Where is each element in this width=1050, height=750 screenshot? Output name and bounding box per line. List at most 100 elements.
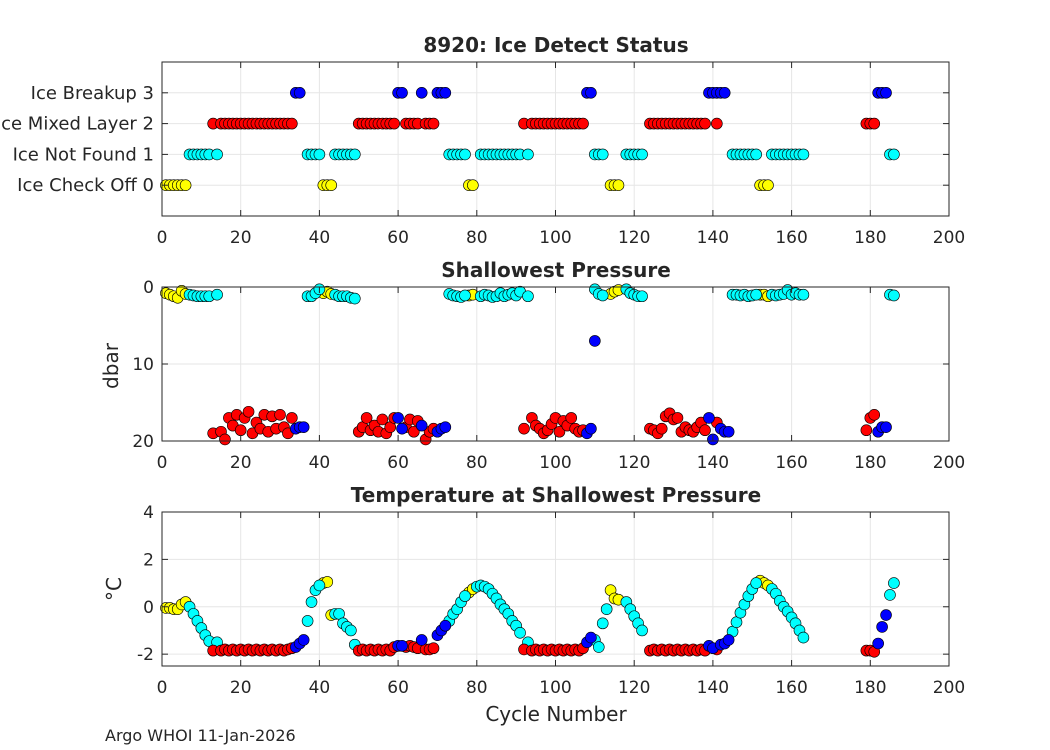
ice-status-title: 8920: Ice Detect Status [423,33,688,57]
data-point [522,290,534,303]
data-point [722,425,735,438]
x-tick-label: 100 [539,453,571,473]
data-point [876,621,888,633]
x-tick-label: 20 [230,228,252,248]
data-point [274,409,286,421]
y-tick-label: 0 [143,598,154,618]
data-point [439,421,452,433]
data-point [305,596,318,608]
x-tick-label: 160 [775,678,807,698]
data-point [553,425,566,438]
ice-status-panel: 8920: Ice Detect Status 0 20 40 60 80 100 120 1… [0,33,965,248]
status-point [313,148,326,161]
y-tick-label: 20 [132,432,154,452]
status-point [286,117,298,130]
data-point [585,422,597,435]
data-point [589,335,601,347]
data-point [703,412,715,424]
x-tick-label: 80 [466,453,488,473]
pressure-ylabel: dbar [99,342,123,389]
y-tick-label: 0 [143,278,154,298]
status-point [325,179,338,191]
markers-0 [160,87,900,191]
data-point [313,579,326,592]
status-point [293,87,306,99]
shallowest-pressure-panel: Shallowest Pressure dbar 0 20 40 60 80 100 120… [99,258,965,473]
data-point [596,289,609,302]
status-point [636,148,648,161]
data-point [860,424,873,437]
status-point [349,148,361,161]
data-point [888,577,900,589]
x-tick-label: 140 [697,453,729,473]
data-point [345,624,357,637]
data-point [242,405,255,418]
temperature-title: Temperature at Shallowest Pressure [351,483,761,507]
status-point [388,117,400,130]
data-point [349,292,361,305]
x-tick-label: 120 [618,228,650,248]
data-point [459,289,471,302]
x-tick-label: 140 [697,228,729,248]
temperature-ylabel: °C [102,577,126,601]
status-point [718,87,731,99]
x-tick-label: 100 [539,678,571,698]
y-tick-label: Ice Not Found 1 [13,144,154,165]
status-point [888,148,900,161]
data-point [439,619,452,632]
data-point [699,424,711,437]
data-point [301,615,314,627]
data-point [415,634,428,646]
x-tick-label: 40 [309,453,331,473]
markers-2 [160,574,900,658]
data-point [884,589,896,601]
x-tick-label: 200 [933,453,965,473]
status-point [711,117,723,130]
y-tick-label: Ice Check Off 0 [17,175,154,196]
x-axis-label: Cycle Number [485,702,627,726]
data-point [286,412,298,424]
status-point [750,148,762,161]
status-point [612,179,625,191]
status-point [596,148,609,161]
data-point [797,288,810,301]
x-tick-label: 40 [309,678,331,698]
data-point [868,409,881,421]
status-point [797,148,810,161]
x-tick-label: 0 [157,678,168,698]
status-point [211,148,223,161]
x-tick-label: 0 [157,228,168,248]
data-point [392,412,404,424]
data-point [636,290,648,303]
y-tick-label: Ice Breakup 3 [31,83,154,104]
x-tick-label: 40 [309,228,331,248]
x-tick-label: 180 [854,228,886,248]
y-tick-label: 10 [132,355,154,375]
temperature-panel: Temperature at Shallowest Pressure °C 0 2… [102,483,965,698]
data-point [219,433,231,446]
data-point [880,421,892,433]
x-tick-label: 140 [697,678,729,698]
x-tick-label: 200 [933,228,965,248]
x-tick-label: 60 [387,678,409,698]
status-point [577,117,589,130]
status-point [396,87,408,99]
data-point [518,422,530,435]
x-tick-label: 100 [539,228,571,248]
markers-1 [160,283,900,446]
status-point [868,117,881,130]
x-tick-label: 60 [387,228,409,248]
y-tick-label: 2 [143,550,154,570]
data-point [565,412,578,424]
x-tick-label: 160 [775,453,807,473]
data-point [655,422,668,435]
status-point [522,148,534,161]
data-point [360,412,373,424]
data-point [459,590,471,602]
x-tick-label: 120 [618,678,650,698]
footer-credit: Argo WHOI 11-Jan-2026 [105,726,296,745]
data-point [211,288,223,301]
x-tick-label: 0 [157,453,168,473]
data-point [297,634,310,646]
